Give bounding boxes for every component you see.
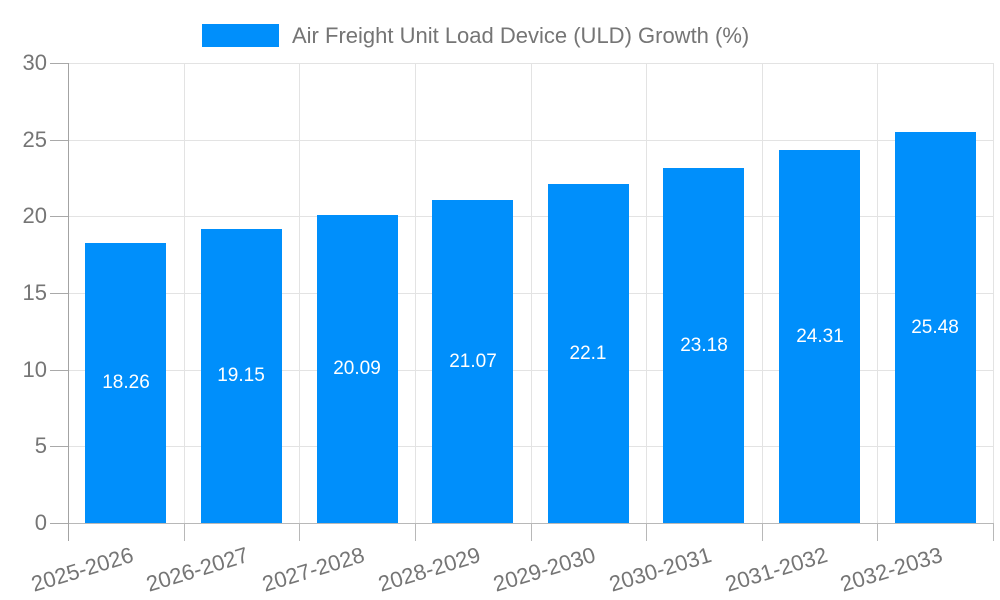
x-gridline: [299, 63, 300, 523]
y-axis-label: 30: [22, 50, 47, 75]
y-gridline: [68, 216, 993, 217]
y-gridline: [68, 370, 993, 371]
x-gridline: [531, 63, 532, 523]
x-gridline: [762, 63, 763, 523]
legend-marker[interactable]: [202, 24, 279, 47]
x-axis-label: 2025-2026: [28, 542, 137, 597]
y-axis-tick: [50, 446, 68, 447]
y-axis-tick: [50, 140, 68, 141]
x-axis-tick: [762, 523, 763, 541]
x-axis-label: 2032-2033: [837, 542, 946, 597]
x-axis-tick: [415, 523, 416, 541]
y-axis-line: [68, 63, 69, 541]
x-axis-tick: [184, 523, 185, 541]
legend-label: Air Freight Unit Load Device (ULD) Growt…: [292, 23, 750, 48]
y-axis-tick: [50, 523, 68, 524]
bar[interactable]: [317, 215, 398, 523]
bar[interactable]: [201, 229, 282, 523]
bar[interactable]: [895, 132, 976, 523]
x-gridline: [877, 63, 878, 523]
x-axis-tick: [877, 523, 878, 541]
y-gridline: [68, 293, 993, 294]
x-axis-tick: [531, 523, 532, 541]
y-gridline: [68, 446, 993, 447]
legend[interactable]: Air Freight Unit Load Device (ULD) Growt…: [202, 24, 749, 47]
bar[interactable]: [85, 243, 166, 523]
x-gridline: [993, 63, 994, 523]
bar[interactable]: [779, 150, 860, 523]
y-gridline: [68, 523, 993, 524]
x-axis-label: 2028-2029: [375, 542, 484, 597]
x-gridline: [415, 63, 416, 523]
bar[interactable]: [663, 168, 744, 523]
y-axis-label: 10: [22, 357, 47, 382]
x-axis-label: 2026-2027: [143, 542, 252, 597]
y-axis-label: 20: [22, 203, 47, 228]
x-axis-tick: [299, 523, 300, 541]
y-axis-tick: [50, 216, 68, 217]
x-axis-tick: [993, 523, 994, 541]
x-gridline: [184, 63, 185, 523]
y-axis-label: 0: [34, 510, 47, 535]
x-axis-tick: [646, 523, 647, 541]
y-axis-tick: [50, 63, 68, 64]
bar[interactable]: [548, 184, 629, 523]
y-axis-label: 15: [22, 280, 47, 305]
x-axis-label: 2029-2030: [490, 542, 599, 597]
y-axis-tick: [50, 293, 68, 294]
y-axis-tick: [50, 370, 68, 371]
x-axis-label: 2027-2028: [259, 542, 368, 597]
y-axis-label: 5: [34, 433, 47, 458]
x-gridline: [646, 63, 647, 523]
y-gridline: [68, 140, 993, 141]
x-axis-label: 2030-2031: [606, 542, 715, 597]
bar[interactable]: [432, 200, 513, 523]
y-axis-label: 25: [22, 127, 47, 152]
x-axis-label: 2031-2032: [722, 542, 831, 597]
y-gridline: [68, 63, 993, 64]
